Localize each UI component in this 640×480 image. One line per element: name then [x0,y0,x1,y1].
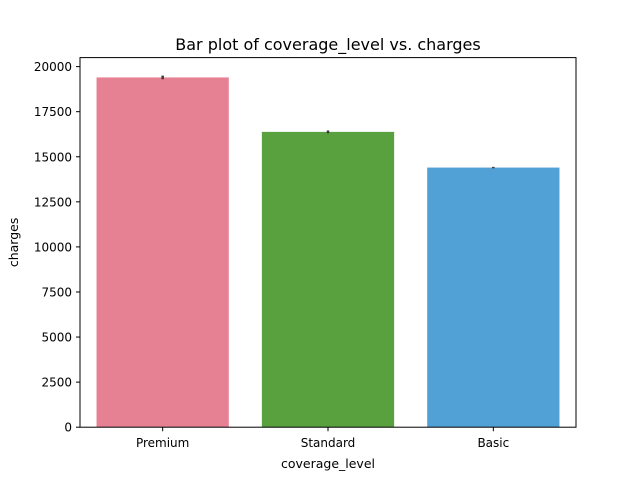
y-tick-label: 2500 [41,376,72,390]
y-tick-label: 20000 [34,60,72,74]
x-tick-label: Basic [477,436,509,450]
y-tick-label: 7500 [41,285,72,299]
y-tick-label: 12500 [34,195,72,209]
bars-group [96,77,560,428]
y-axis-label: charges [6,218,21,268]
y-tick-label: 10000 [34,240,72,254]
x-tick-label: Standard [301,436,356,450]
x-axis: Premium Standard Basic [136,427,509,450]
bar-premium [96,77,229,428]
y-tick-label: 15000 [34,150,72,164]
x-tick-label: Premium [136,436,189,450]
y-tick-label: 5000 [41,331,72,345]
y-tick-label: 0 [64,421,72,435]
bar-standard [261,131,395,428]
x-axis-label: coverage_level [281,456,375,471]
plot-frame [79,57,577,428]
chart-title: Bar plot of coverage_level vs. charges [175,35,480,55]
y-axis: 0 2500 5000 7500 10000 12500 15000 17500 20000 [34,60,80,435]
bar-basic [427,167,560,428]
error-bars-group [161,75,495,169]
y-tick-label: 17500 [34,105,72,119]
